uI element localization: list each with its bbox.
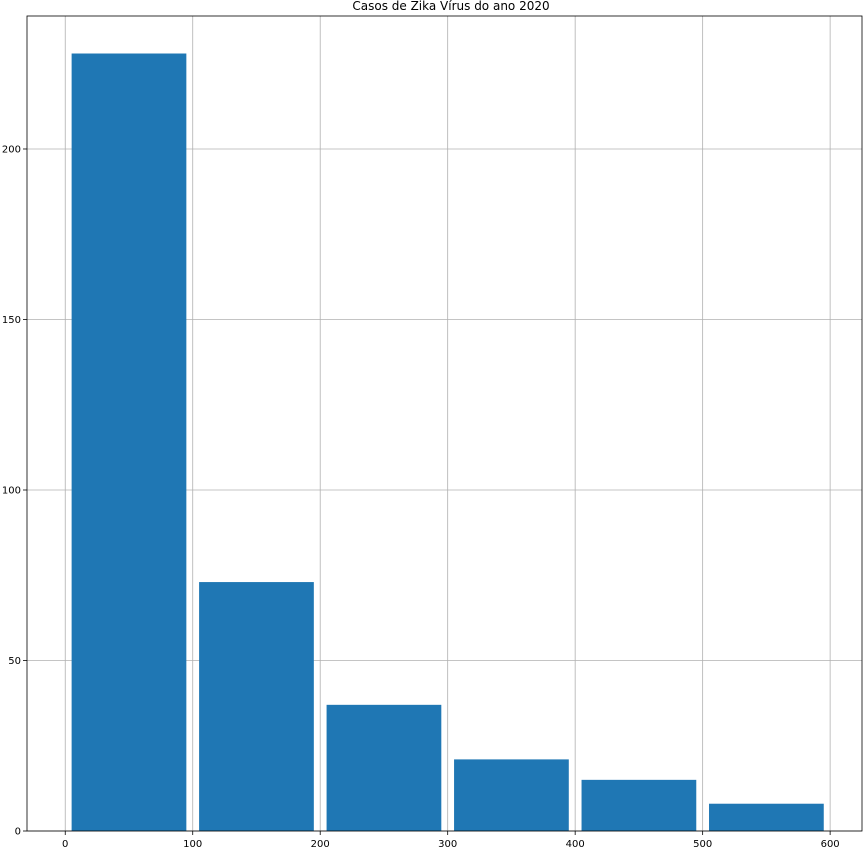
histogram-bar-3 bbox=[326, 704, 442, 831]
axes: 0 100 200 300 400 500 600 0 50 100 150 200 bbox=[2, 144, 840, 848]
y-tick-label: 50 bbox=[8, 656, 21, 667]
x-tick-label: 500 bbox=[693, 839, 712, 848]
x-tick-label: 200 bbox=[311, 839, 330, 848]
x-tick-label: 300 bbox=[438, 839, 457, 848]
y-tick-label: 150 bbox=[2, 315, 21, 326]
plot-frame bbox=[26, 15, 863, 832]
x-tick-label: 600 bbox=[821, 839, 840, 848]
x-tick-label: 400 bbox=[566, 839, 585, 848]
chart-title: Casos de Zika Vírus do ano 2020 bbox=[352, 0, 549, 13]
bars bbox=[71, 53, 824, 832]
y-tick-label: 200 bbox=[2, 144, 21, 155]
histogram-bar-4 bbox=[454, 759, 569, 831]
histogram-bar-2 bbox=[199, 582, 314, 831]
histogram-bar-5 bbox=[581, 779, 697, 831]
histogram-bar-1 bbox=[71, 53, 187, 832]
y-tick-label: 100 bbox=[2, 485, 21, 496]
x-tick-label: 0 bbox=[62, 839, 68, 848]
histogram-bar-6 bbox=[709, 803, 824, 831]
x-tick-label: 100 bbox=[183, 839, 202, 848]
y-tick-label: 0 bbox=[15, 827, 21, 838]
